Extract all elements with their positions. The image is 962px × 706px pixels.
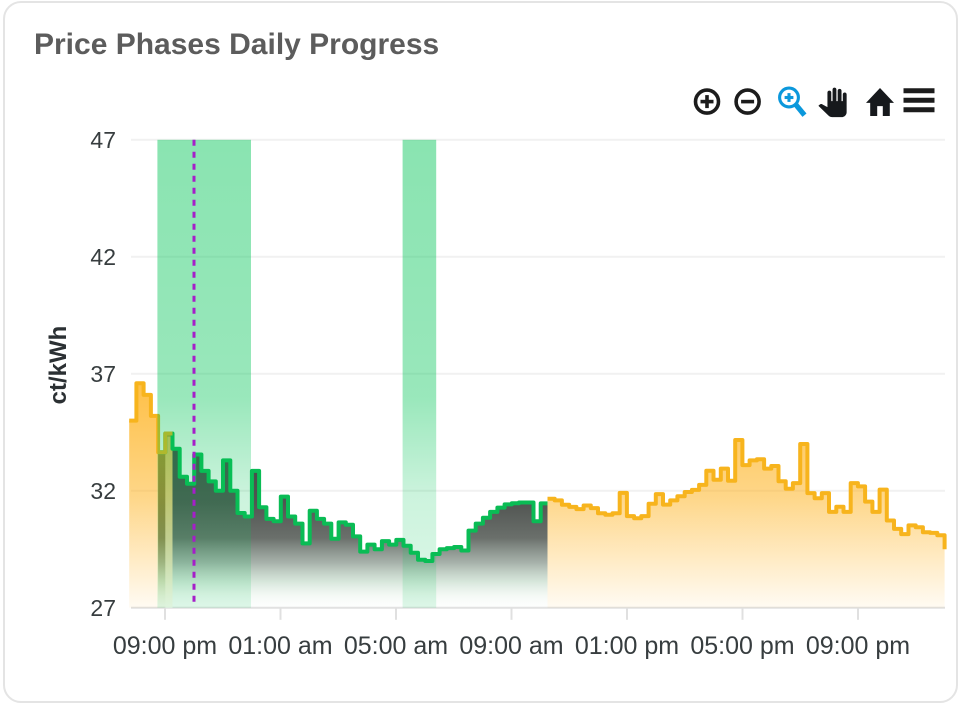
svg-text:05:00 pm: 05:00 pm <box>690 632 794 660</box>
svg-text:09:00 am: 09:00 am <box>459 632 563 660</box>
svg-text:ct/kWh: ct/kWh <box>45 326 72 405</box>
svg-text:01:00 am: 01:00 am <box>228 632 332 660</box>
svg-text:09:00 pm: 09:00 pm <box>113 632 217 660</box>
svg-text:32: 32 <box>90 478 116 504</box>
svg-text:05:00 am: 05:00 am <box>344 632 448 660</box>
svg-text:42: 42 <box>90 244 116 270</box>
svg-text:47: 47 <box>90 127 116 153</box>
svg-text:09:00 pm: 09:00 pm <box>806 632 910 660</box>
svg-text:01:00 pm: 01:00 pm <box>575 632 679 660</box>
svg-text:27: 27 <box>90 595 116 621</box>
svg-text:37: 37 <box>90 361 116 387</box>
